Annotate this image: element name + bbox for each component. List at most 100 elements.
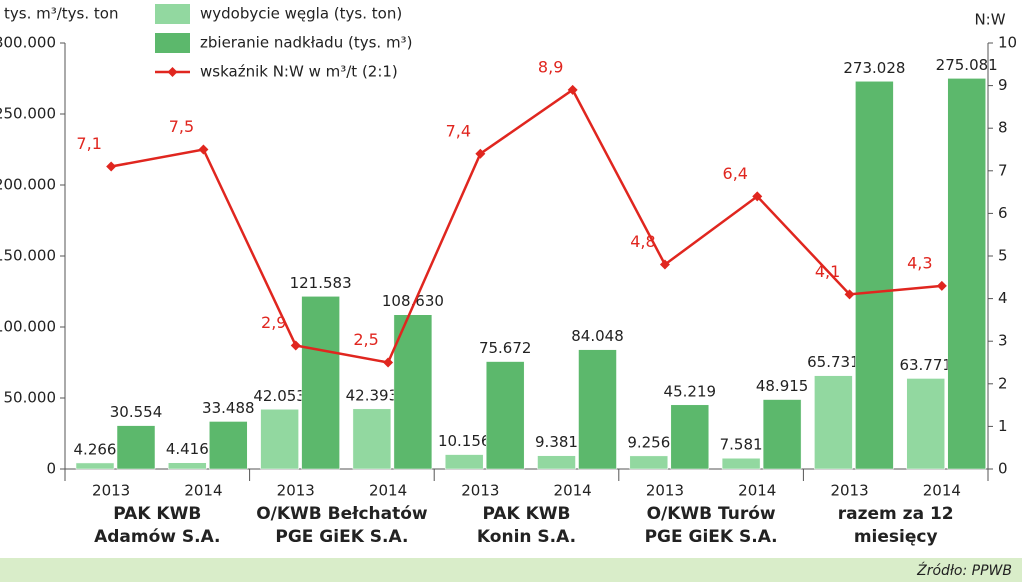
bar xyxy=(75,462,115,470)
y2-tick-label: 4 xyxy=(998,289,1008,307)
y2-axis-label: N:W xyxy=(974,11,1005,29)
bar xyxy=(578,349,617,470)
group-label: PAK KWB xyxy=(482,504,570,524)
bar-value-label: 33.488 xyxy=(202,399,255,417)
bar xyxy=(393,314,433,470)
bar-value-label: 7.581 xyxy=(720,436,763,454)
y2-tick-label: 1 xyxy=(998,417,1008,435)
y2-tick-label: 7 xyxy=(998,161,1008,179)
bar-value-label: 273.028 xyxy=(843,59,905,77)
bar-value-label: 45.219 xyxy=(664,382,717,400)
y2-tick-label: 10 xyxy=(998,34,1017,52)
line-marker xyxy=(936,280,947,291)
x-tick-label: 2014 xyxy=(369,482,407,500)
x-tick-label: 2014 xyxy=(184,482,222,500)
legend-label: zbieranie nadkładu (tys. m³) xyxy=(200,34,412,52)
bar-value-label: 121.583 xyxy=(290,274,352,292)
bar-value-label: 30.554 xyxy=(110,403,163,421)
line-value-label: 8,9 xyxy=(538,57,563,76)
y-tick-label: 200.000 xyxy=(0,176,56,194)
y-axis-label: tys. m³/tys. ton xyxy=(4,5,118,23)
bar-value-label: 63.771 xyxy=(899,356,952,374)
line-marker xyxy=(844,289,855,300)
bar-value-label: 42.053 xyxy=(253,387,306,405)
bar-value-label: 108.630 xyxy=(382,292,444,310)
group-label: PAK KWB xyxy=(113,504,201,524)
y2-tick-label: 5 xyxy=(998,247,1008,265)
y-tick-label: 250.000 xyxy=(0,105,56,123)
y-tick-label: 0 xyxy=(46,460,56,478)
line-value-label: 4,8 xyxy=(630,232,655,251)
bar xyxy=(209,421,248,470)
bar-value-label: 48.915 xyxy=(756,377,809,395)
bar-value-label: 84.048 xyxy=(571,327,624,345)
bar xyxy=(301,296,340,470)
y2-tick-label: 6 xyxy=(998,204,1008,222)
bar xyxy=(444,454,484,470)
x-tick-label: 2013 xyxy=(461,482,499,500)
bar xyxy=(168,462,207,470)
bar xyxy=(762,399,802,470)
y-tick-label: 100.000 xyxy=(0,318,56,336)
group-label: PGE GiEK S.A. xyxy=(645,527,778,547)
x-tick-label: 2013 xyxy=(830,482,868,500)
bar xyxy=(629,455,669,470)
bar-value-label: 9.381 xyxy=(535,433,578,451)
line xyxy=(110,88,942,364)
line-marker xyxy=(752,191,763,202)
bar-value-label: 42.393 xyxy=(346,386,399,404)
line-marker xyxy=(567,84,578,95)
line-marker xyxy=(475,148,486,159)
bar xyxy=(485,361,525,470)
x-tick-label: 2014 xyxy=(923,482,961,500)
legend-swatch xyxy=(155,4,190,24)
bar xyxy=(906,378,945,470)
y2-tick-label: 9 xyxy=(998,76,1008,94)
line-marker xyxy=(659,259,670,270)
bar xyxy=(814,375,853,470)
footer-band xyxy=(0,558,1022,582)
bar-value-label: 4.266 xyxy=(74,440,117,458)
y2-tick-label: 8 xyxy=(998,119,1008,137)
line-value-label: 2,5 xyxy=(353,330,378,349)
group-label: O/KWB Turów xyxy=(647,504,776,524)
legend-label: wydobycie węgla (tys. ton) xyxy=(200,5,402,23)
group-label: PGE GiEK S.A. xyxy=(275,527,408,547)
bar xyxy=(670,404,710,470)
x-tick-label: 2013 xyxy=(646,482,684,500)
bar xyxy=(116,425,156,470)
bar-value-label: 75.672 xyxy=(479,339,532,357)
group-label: miesięcy xyxy=(854,527,938,547)
group-label: Konin S.A. xyxy=(477,527,576,547)
bar-value-label: 65.731 xyxy=(807,353,860,371)
y2-tick-label: 3 xyxy=(998,332,1008,350)
x-tick-label: 2014 xyxy=(738,482,776,500)
line-value-label: 4,1 xyxy=(815,262,840,281)
line-marker xyxy=(383,357,394,368)
bar xyxy=(537,455,576,470)
group-label: Adamów S.A. xyxy=(94,527,220,547)
group-label: O/KWB Bełchatów xyxy=(256,504,428,524)
x-tick-label: 2013 xyxy=(92,482,130,500)
bar-value-label: 4.416 xyxy=(166,440,209,458)
bar-value-label: 9.256 xyxy=(627,433,670,451)
legend-swatch xyxy=(155,33,190,53)
y2-tick-label: 0 xyxy=(998,460,1008,478)
line-value-label: 7,5 xyxy=(169,117,194,136)
x-tick-label: 2013 xyxy=(277,482,315,500)
line-value-label: 7,1 xyxy=(76,134,101,153)
bar xyxy=(352,408,392,470)
bar xyxy=(260,409,299,470)
source: Źródło: PPWB xyxy=(916,561,1012,579)
bar xyxy=(721,457,761,470)
bar xyxy=(947,78,986,470)
line-marker xyxy=(290,340,301,351)
bar-value-label: 10.156 xyxy=(438,432,491,450)
bar xyxy=(855,81,894,470)
line-value-label: 4,3 xyxy=(907,253,932,272)
legend-label: wskaźnik N:W w m³/t (2:1) xyxy=(200,63,398,81)
y-tick-label: 300.000 xyxy=(0,34,56,52)
x-tick-label: 2014 xyxy=(554,482,592,500)
y-tick-label: 50.000 xyxy=(4,389,57,407)
